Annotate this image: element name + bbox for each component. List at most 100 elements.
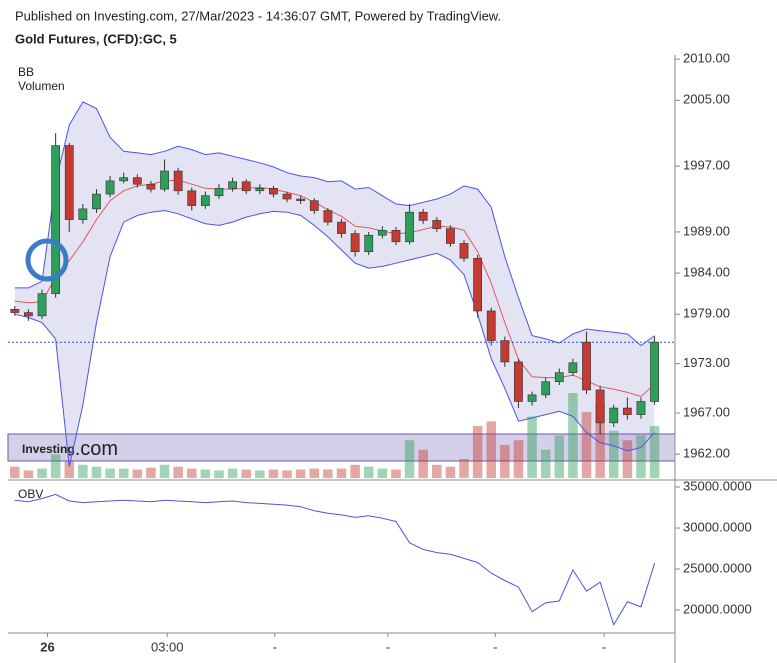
x-tick-label: - [273,639,277,654]
candle-body [337,221,346,234]
candle-body [187,190,197,206]
y-tick-label: 1979.00 [683,306,730,321]
volume-bar [268,469,279,478]
candle-body [446,228,455,244]
y-tick-label: 2010.00 [683,51,730,66]
volume-bar [118,468,129,478]
volume-bar [200,469,211,478]
candle-body [173,170,183,192]
x-tick-label: 03:00 [151,639,184,654]
watermark-suffix: .com [75,438,118,460]
candle-body [282,193,292,200]
candle-body [323,210,333,223]
candle-body [609,407,619,424]
volume-bar [10,466,20,478]
x-tick-label: - [602,639,606,654]
candle-body [350,233,360,252]
published-line: Published on Investing.com, 27/Mar/2023 … [15,8,501,23]
candle-body [132,177,142,185]
volume-bar [146,467,156,478]
volume-bar [472,426,483,478]
symbol-title: Gold Futures, (CFD):GC, 5 [15,31,177,46]
volume-bar [527,416,537,478]
volume-bar [37,468,47,478]
volume-bar [350,464,360,478]
volume-bar [132,469,143,478]
candle-body [541,381,551,396]
volume-bar [105,468,115,478]
volume-bar [540,449,551,478]
indicator-label: Volumen [18,79,65,93]
volume-bar [309,468,320,478]
x-tick-label: - [386,639,390,654]
candle-body [119,177,129,182]
volume-bar [377,468,388,478]
volume-bar [445,466,456,478]
volume-bar [64,461,75,478]
candle-body [432,220,442,229]
volume-bar [187,468,197,478]
volume-bar [459,459,469,478]
candle-body [527,394,537,402]
candle-body [64,145,74,220]
volume-bar [23,470,34,478]
indicator-label: OBV [18,487,43,501]
candle-body [364,234,374,252]
volume-bar [554,435,565,478]
y-tick-label: 20000.0000 [683,601,752,616]
candle-body [486,310,496,341]
candle-body [377,229,387,236]
volume-bar [227,468,238,478]
volume-bar [159,464,170,478]
volume-bar [323,469,333,478]
candle-body [160,170,169,190]
volume-bar [432,464,442,478]
y-tick-label: 1962.00 [683,446,730,461]
candle-body [241,181,251,192]
candle-body [595,389,605,424]
candle-body [582,341,591,391]
indicator-label: BB [18,65,34,79]
volume-bar [608,430,619,478]
volume-bar [404,440,415,478]
watermark-band [7,433,676,462]
volume-bar [649,426,660,478]
volume-bar [500,444,510,478]
y-tick-label: 30000.0000 [683,519,752,534]
candle-body [568,362,578,373]
band-fill [14,101,655,467]
y-tick-label: 1984.00 [683,265,730,280]
y-tick-label: 2005.00 [683,92,730,107]
y-tick-label: 35000.0000 [683,478,752,493]
volume-bar [486,421,496,478]
candle-body [228,181,237,189]
candle-body [51,145,61,294]
volume-bar [50,454,61,478]
y-tick-label: 1967.00 [683,404,730,419]
candle-body [554,372,564,383]
bb-lower [14,209,655,467]
volume-bar [173,466,183,478]
annotation-circle [25,238,69,282]
candle-body [650,341,659,402]
candle-body [214,188,224,197]
candle-body [622,407,632,415]
candle-body [78,208,88,220]
y-tick-label: 1989.00 [683,223,730,238]
volume-bar [78,464,88,478]
volume-bar [241,469,251,478]
watermark-brand: Investing [22,442,75,456]
y-tick-label: 25000.0000 [683,560,752,575]
volume-bar [391,469,401,478]
y-tick-label: 1973.00 [683,355,730,370]
watermark: Investing.com [22,438,118,460]
plot-layer: 2010.00 2005.00 1997.00 1989.00 1984.00 1979.… [7,51,752,654]
volume-bar [513,440,524,478]
volume-bar [568,393,578,478]
volume-bar [363,466,374,478]
candle-body [255,188,265,192]
candle-body [296,198,306,201]
obv-line [14,493,656,627]
candle-body [405,211,414,243]
